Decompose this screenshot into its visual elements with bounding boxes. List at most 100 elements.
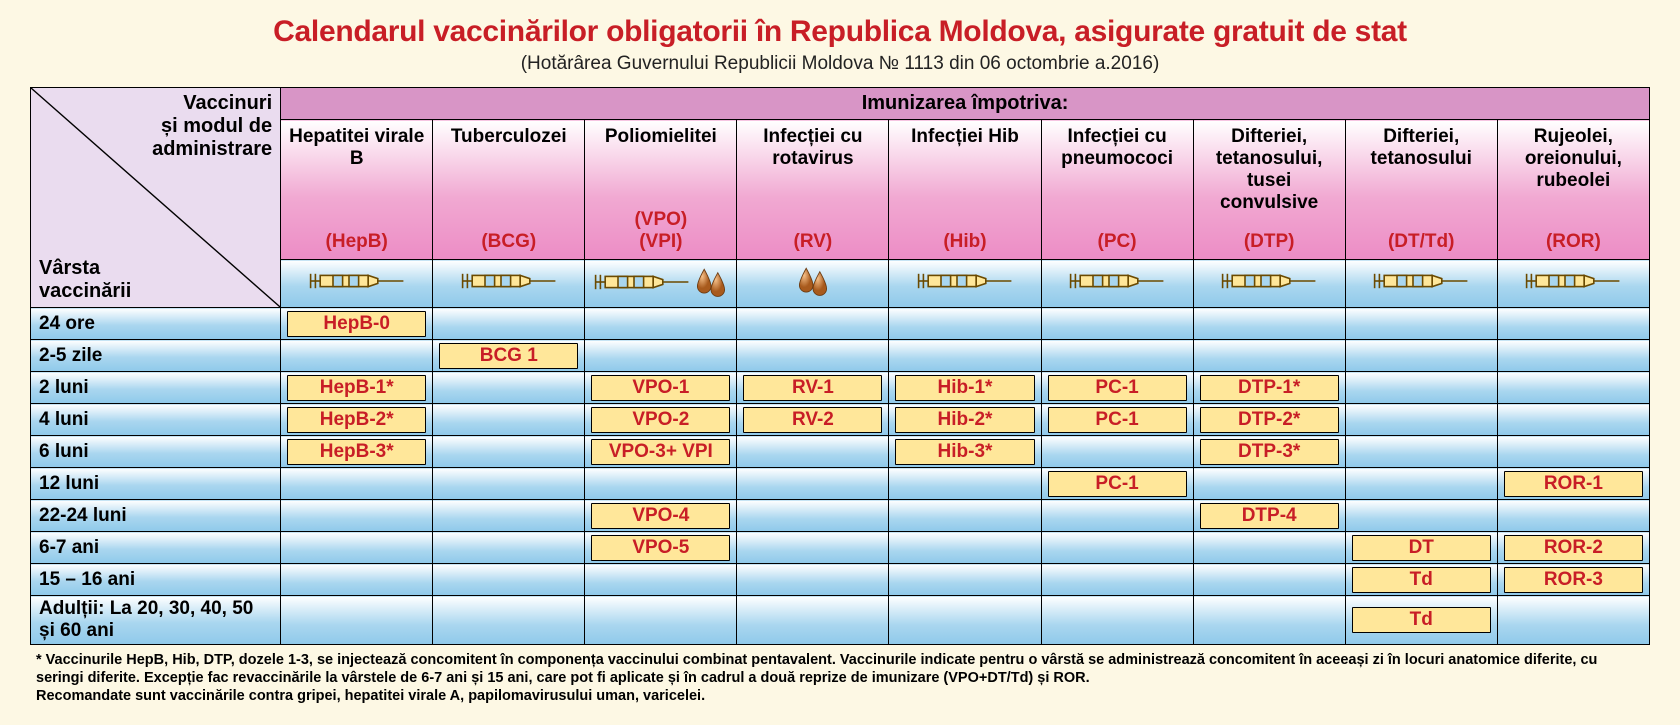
- dose-cell: [1041, 532, 1193, 564]
- dose-chip: RV-1: [743, 375, 882, 401]
- dose-cell: [1497, 404, 1649, 436]
- dose-cell: [889, 500, 1041, 532]
- column-header: Difteriei,tetanosului(DT/Td): [1345, 120, 1497, 260]
- dose-cell: [889, 564, 1041, 596]
- dose-chip: HepB-1*: [287, 375, 426, 401]
- dose-cell: [433, 596, 585, 645]
- column-header: Hepatitei virale B (HepB): [281, 120, 433, 260]
- dose-cell: [1497, 340, 1649, 372]
- dose-cell: [433, 564, 585, 596]
- column-header: Infecției cu pneumococi (PC): [1041, 120, 1193, 260]
- dose-cell: [737, 532, 889, 564]
- dose-cell: ROR-3: [1497, 564, 1649, 596]
- syringe-icon: [461, 267, 557, 295]
- dose-cell: BCG 1: [433, 340, 585, 372]
- dose-chip: DTP-2*: [1200, 407, 1339, 433]
- dose-cell: [1193, 532, 1345, 564]
- dose-cell: [1041, 500, 1193, 532]
- dose-cell: HepB-3*: [281, 436, 433, 468]
- vaccine-abbr: (PC): [1042, 231, 1193, 253]
- dose-chip: VPO-1: [591, 375, 730, 401]
- dose-cell: RV-2: [737, 404, 889, 436]
- vaccine-abbr: (ROR): [1498, 231, 1649, 253]
- dose-cell: [889, 340, 1041, 372]
- dose-cell: [1193, 340, 1345, 372]
- dose-cell: Hib-2*: [889, 404, 1041, 436]
- vaccine-abbr: (HepB): [281, 231, 432, 253]
- drops-icon: [694, 267, 728, 297]
- age-cell: 2-5 zile: [31, 340, 281, 372]
- dose-cell: [281, 468, 433, 500]
- dose-cell: [281, 596, 433, 645]
- corner-top-label: Vaccinuriși modul deadministrare: [152, 92, 272, 161]
- dose-cell: [1041, 308, 1193, 340]
- dose-chip: VPO-5: [591, 535, 730, 561]
- drops-icon: [796, 266, 830, 296]
- dose-cell: HepB-2*: [281, 404, 433, 436]
- footnotes: * Vaccinurile HepB, Hib, DTP, dozele 1-3…: [30, 651, 1650, 705]
- dose-cell: Td: [1345, 596, 1497, 645]
- footnote-line: * Vaccinurile HepB, Hib, DTP, dozele 1-3…: [36, 651, 1644, 687]
- dose-cell: [889, 308, 1041, 340]
- superheader: Imunizarea împotriva:: [281, 88, 1650, 120]
- dose-cell: ROR-2: [1497, 532, 1649, 564]
- dose-cell: [1193, 564, 1345, 596]
- syringe-icon: [1373, 267, 1469, 295]
- age-cell: 22-24 luni: [31, 500, 281, 532]
- dose-cell: [1497, 596, 1649, 645]
- column-header: Infecției cu rotavirus(RV): [737, 120, 889, 260]
- syringe-icon: [1221, 267, 1317, 295]
- dose-chip: DTP-1*: [1200, 375, 1339, 401]
- admin-method-icon-cell: [889, 260, 1041, 308]
- dose-chip: VPO-2: [591, 407, 730, 433]
- dose-cell: PC-1: [1041, 404, 1193, 436]
- dose-cell: [1041, 436, 1193, 468]
- dose-cell: [585, 564, 737, 596]
- disease-name: Hepatitei virale B: [283, 126, 430, 170]
- syringe-icon: [1069, 267, 1165, 295]
- syringe-icon: [309, 267, 405, 295]
- table-row: 6-7 aniVPO-5DTROR-2: [31, 532, 1650, 564]
- dose-cell: [737, 468, 889, 500]
- dose-cell: [1497, 500, 1649, 532]
- dose-chip: ROR-1: [1504, 471, 1643, 497]
- syringe-icon: [1525, 267, 1621, 295]
- age-cell: 2 luni: [31, 372, 281, 404]
- dose-cell: [1041, 596, 1193, 645]
- dose-chip: HepB-3*: [287, 439, 426, 465]
- dose-cell: [433, 308, 585, 340]
- dose-cell: VPO-1: [585, 372, 737, 404]
- table-row: 24 oreHepB-0: [31, 308, 1650, 340]
- footnote-line: Recomandate sunt vaccinările contra grip…: [36, 687, 1644, 705]
- dose-cell: [433, 468, 585, 500]
- age-cell: Adulții: La 20, 30, 40, 50 și 60 ani: [31, 596, 281, 645]
- dose-chip: HepB-0: [287, 311, 426, 337]
- dose-chip: BCG 1: [439, 343, 578, 369]
- disease-name: Tuberculozei: [435, 126, 582, 148]
- table-row: 2-5 zile BCG 1: [31, 340, 1650, 372]
- dose-chip: PC-1: [1048, 471, 1187, 497]
- column-header: Rujeolei,oreionului,rubeolei(ROR): [1497, 120, 1649, 260]
- table-row: 6 luniHepB-3*VPO-3+ VPIHib-3*DTP-3*: [31, 436, 1650, 468]
- age-cell: 4 luni: [31, 404, 281, 436]
- admin-method-icon-cell: [585, 260, 737, 308]
- age-cell: 6-7 ani: [31, 532, 281, 564]
- dose-cell: [1345, 340, 1497, 372]
- vaccination-table: Vaccinuriși modul deadministrare Vârstav…: [30, 87, 1650, 645]
- dose-cell: PC-1: [1041, 372, 1193, 404]
- admin-method-icon-cell: [1345, 260, 1497, 308]
- dose-chip: RV-2: [743, 407, 882, 433]
- dose-cell: Td: [1345, 564, 1497, 596]
- table-row: 22-24 luniVPO-4DTP-4: [31, 500, 1650, 532]
- dose-cell: DTP-2*: [1193, 404, 1345, 436]
- dose-cell: [1497, 436, 1649, 468]
- age-cell: 12 luni: [31, 468, 281, 500]
- disease-name: Infecției cu pneumococi: [1044, 126, 1191, 170]
- dose-cell: [281, 564, 433, 596]
- column-header: Difteriei,tetanosului,tusei convulsive(D…: [1193, 120, 1345, 260]
- dose-cell: [737, 596, 889, 645]
- vaccine-abbr: (Hib): [889, 231, 1040, 253]
- disease-name: Poliomielitei: [587, 126, 734, 148]
- table-row: 2 luniHepB-1*VPO-1RV-1Hib-1*PC-1DTP-1*: [31, 372, 1650, 404]
- disease-name: Difteriei,tetanosului: [1348, 126, 1495, 170]
